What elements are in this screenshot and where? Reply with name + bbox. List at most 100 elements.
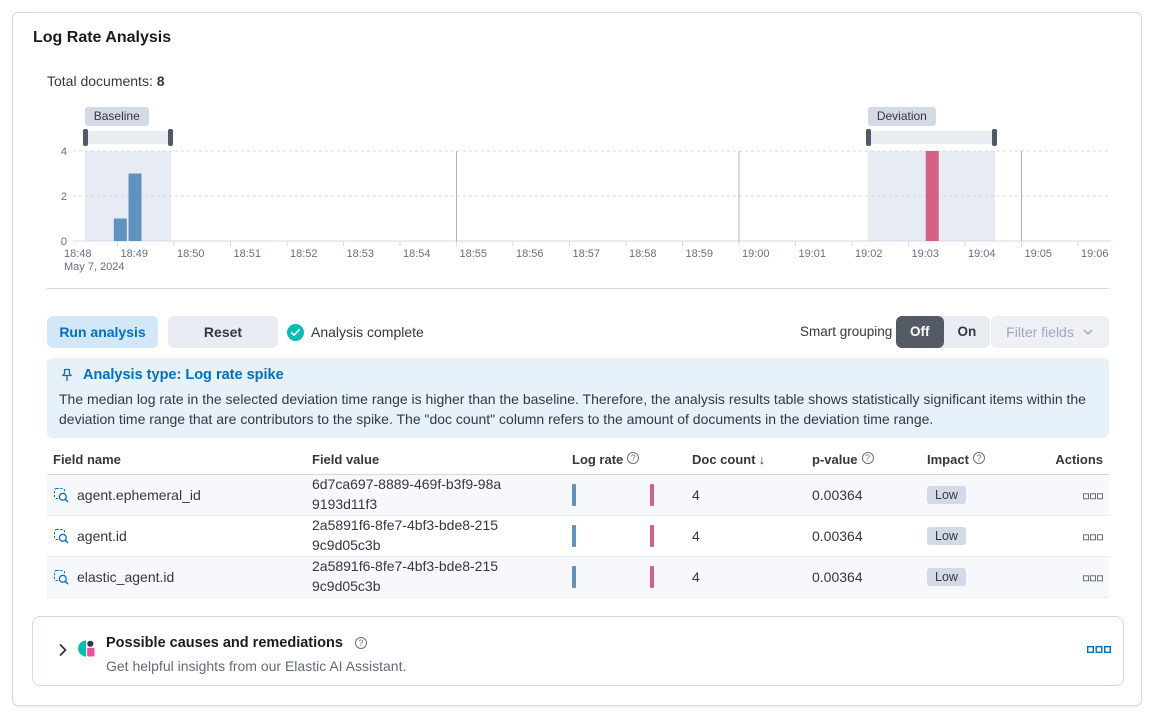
deviation-brush-left-handle[interactable] (865, 129, 871, 146)
baseline-minibar (572, 483, 576, 506)
log-rate-analysis-panel: Log Rate Analysis Total documents: 8 18:… (12, 12, 1142, 706)
row-actions-icon[interactable] (1083, 574, 1103, 582)
table-row: agent.ephemeral_id 6d7ca697-8889-469f-b3f… (47, 474, 1109, 516)
total-documents: Total documents: 8 (47, 73, 165, 89)
filter-field-icon[interactable] (53, 487, 69, 503)
row-actions-icon[interactable] (1083, 533, 1103, 541)
x-axis-date-label: May 7, 2024 (64, 261, 125, 273)
baseline-brush[interactable] (82, 129, 174, 146)
col-header-impact: Impact? (921, 446, 1041, 475)
baseline-brush-right-handle[interactable] (168, 129, 174, 146)
check-circle-icon (287, 323, 304, 341)
chevron-down-icon (1083, 329, 1093, 336)
smart-grouping-label: Smart grouping (800, 324, 893, 339)
x-tick-label: 19:04 (968, 248, 996, 260)
field-value: 2a5891f6-8fe7-4bf3-bde8-2159c9d05c3b (312, 557, 499, 594)
x-tick-label: 18:55 (460, 248, 488, 260)
x-tick-label: 19:05 (1025, 248, 1053, 260)
doc-count: 4 (686, 515, 806, 557)
y-tick-label: 2 (61, 191, 67, 203)
smart-grouping-on-button[interactable]: On (957, 324, 977, 339)
x-tick-label: 19:00 (742, 248, 770, 260)
p-value: 0.00364 (806, 556, 921, 598)
baseline-brush-left-handle[interactable] (82, 129, 88, 146)
analysis-type-callout: Analysis type: Log rate spike The median… (47, 358, 1109, 438)
callout-body: The median log rate in the selected devi… (59, 391, 1086, 427)
x-tick-label: 19:02 (855, 248, 883, 260)
x-tick-label: 19:06 (1081, 248, 1109, 260)
row-actions-icon[interactable] (1083, 492, 1103, 500)
help-icon[interactable]: ? (972, 451, 985, 464)
x-tick-label: 18:53 (347, 248, 375, 260)
filter-field-icon[interactable] (53, 528, 69, 544)
x-tick-label: 19:03 (912, 248, 940, 260)
col-header-field-value: Field value (306, 446, 566, 475)
baseline-minibar (572, 565, 576, 588)
x-tick-label: 18:57 (573, 248, 601, 260)
deviation-brush[interactable] (865, 129, 997, 146)
table-row: agent.id 2a5891f6-8fe7-4bf3-bde8-2159c9d0… (47, 515, 1109, 557)
x-tick-label: 18:51 (234, 248, 262, 260)
col-header-doc-count[interactable]: Doc count ↓ (686, 446, 806, 475)
x-tick-label: 18:59 (686, 248, 714, 260)
analysis-status: Analysis complete (287, 316, 424, 348)
x-tick-label: 18:56 (516, 248, 544, 260)
smart-grouping-toggle: Off On (896, 316, 991, 348)
histogram-svg: 18:48 18:49 18:50 18:51 18:52 18:53 18:54 18:55… (60, 146, 1111, 273)
impact-badge: Low (927, 567, 966, 586)
chevron-right-icon[interactable] (55, 642, 71, 658)
smart-grouping-off-button[interactable]: Off (896, 316, 944, 348)
table-header-row: Field name Field value Log rate? Doc cou… (47, 446, 1109, 475)
col-header-p-value: p-value? (806, 446, 921, 475)
impact-badge: Low (927, 485, 966, 504)
callout-title: Analysis type: Log rate spike (83, 367, 284, 383)
possible-causes-panel[interactable]: Possible causes and remediations ? Get h… (32, 616, 1124, 686)
possible-causes-title: Possible causes and remediations (106, 635, 343, 651)
pin-icon (62, 368, 72, 382)
x-tick-label: 18:58 (629, 248, 657, 260)
doc-count: 4 (686, 474, 806, 516)
field-name: elastic_agent.id (77, 568, 175, 585)
page-title: Log Rate Analysis (33, 29, 172, 46)
run-analysis-button[interactable]: Run analysis (47, 316, 158, 348)
deviation-minibar (650, 483, 654, 506)
col-header-field-name: Field name (47, 446, 306, 475)
reset-button[interactable]: Reset (168, 316, 278, 348)
filter-fields-label: Filter fields (1006, 324, 1074, 340)
field-name: agent.id (77, 527, 127, 544)
p-value: 0.00364 (806, 515, 921, 557)
x-tick-label: 18:49 (121, 248, 149, 260)
baseline-minibar (572, 524, 576, 547)
field-name: agent.ephemeral_id (77, 486, 201, 503)
deviation-minibar (650, 565, 654, 588)
filter-field-icon[interactable] (53, 569, 69, 585)
help-icon[interactable]: ? (627, 451, 640, 464)
total-documents-label: Total documents: (47, 73, 153, 89)
log-rate-minichart (572, 565, 680, 588)
baseline-bar (128, 173, 142, 241)
divider (47, 288, 1109, 289)
deviation-bar (925, 151, 939, 241)
p-value: 0.00364 (806, 474, 921, 516)
deviation-brush-right-handle[interactable] (991, 129, 997, 146)
y-tick-label: 4 (61, 146, 67, 158)
impact-badge: Low (927, 526, 966, 545)
field-value: 6d7ca697-8889-469f-b3f9-98a9193d11f3 (312, 475, 502, 512)
document-count-chart: 18:48 18:49 18:50 18:51 18:52 18:53 18:54 18:55… (47, 101, 1111, 273)
total-documents-value: 8 (156, 73, 165, 89)
filter-fields-button[interactable]: Filter fields (991, 316, 1109, 348)
log-rate-minichart (572, 483, 680, 506)
doc-count: 4 (686, 556, 806, 598)
field-value: 2a5891f6-8fe7-4bf3-bde8-2159c9d05c3b (312, 516, 499, 553)
help-icon[interactable]: ? (861, 451, 874, 464)
elastic-ai-assistant-icon (78, 640, 95, 657)
baseline-badge: Baseline (84, 107, 149, 126)
y-tick-label: 0 (61, 236, 67, 248)
x-tick-label: 18:50 (177, 248, 205, 260)
help-icon[interactable]: ? (354, 637, 367, 649)
x-tick-label: 18:54 (403, 248, 431, 260)
baseline-bar (113, 218, 127, 241)
col-header-log-rate: Log rate? (566, 446, 686, 475)
deviation-badge: Deviation (867, 107, 936, 126)
actions-menu-icon[interactable] (1087, 646, 1111, 654)
